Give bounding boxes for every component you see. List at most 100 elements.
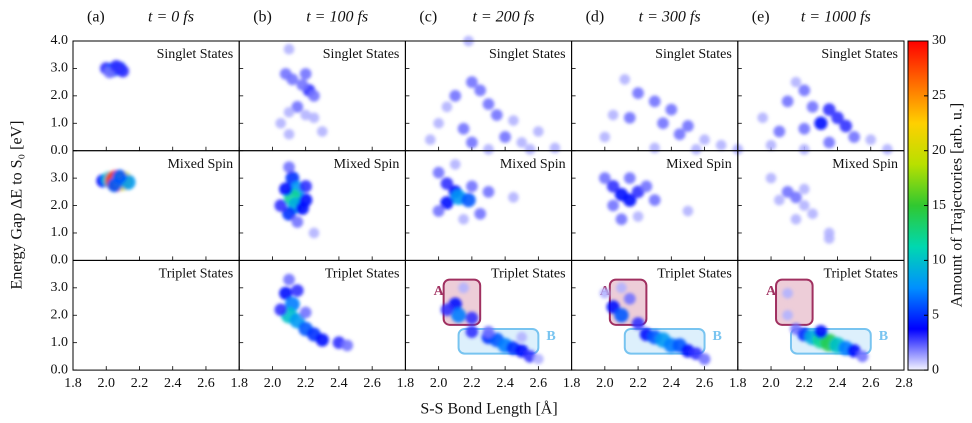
density-blob [648,95,661,108]
x-tick-label: 1.8 [729,376,747,391]
density-blob [449,90,462,102]
density-blob [474,207,487,220]
x-tick-label: 2.8 [895,376,913,391]
density-blob [299,180,312,193]
density-blob [549,142,561,154]
density [757,76,893,155]
panel [96,169,136,193]
density-blob [698,353,711,365]
density-blob [623,111,636,124]
row-name: Singlet States [655,47,732,62]
y-tick-label: 2.0 [51,307,69,322]
density-blob [440,303,454,317]
panel: AB [766,278,888,363]
x-tick-label: 2.0 [430,376,448,391]
x-tick-label: 2.6 [197,376,215,391]
density-blob [283,161,295,173]
panel-time: t = 0 fs [148,9,194,26]
panel [599,74,744,155]
density-blob [508,192,519,203]
density-blob [649,142,660,154]
density [99,59,130,79]
x-tick-label: 2.0 [596,376,614,391]
x-tick-label: 2.6 [862,376,880,391]
x-tick-label: 2.6 [696,376,714,391]
density [275,43,328,140]
density-blob [640,180,653,193]
density-blob [299,193,313,207]
x-tick-label: 2.0 [762,376,780,391]
x-tick-label: 2.4 [663,376,681,391]
density-blob [279,286,293,300]
density-blob [823,136,836,149]
density-blob [433,117,444,129]
panel [599,172,694,226]
density [782,288,869,363]
density [440,282,544,365]
density-blob [533,126,544,137]
density-blob [798,122,811,135]
density-blob [279,182,293,196]
density-blob [109,59,123,73]
density-blob [606,180,620,193]
panel-frame [737,259,905,371]
density-blob [283,107,295,118]
density-blob [441,101,453,113]
density-blob [483,144,494,155]
density-blob [623,292,636,305]
density-blob [299,68,312,80]
density-blob [274,303,288,317]
colorbar-tick-label: 0 [932,362,939,377]
density-blob [296,79,309,91]
colorbar-tick-label: 15 [932,198,946,213]
colorbar-tick-label: 5 [932,307,939,322]
panel [765,172,835,244]
density-blob [533,353,544,365]
density-blob [682,120,694,132]
density [274,161,320,239]
density-blob [482,185,495,198]
panel [757,76,893,155]
density-blob [765,139,777,151]
density-blob [831,111,844,125]
y-tick-label: 0.0 [51,362,69,377]
panel-time: t = 100 fs [306,9,368,26]
density-blob [773,125,786,138]
density-blob [274,199,288,212]
row-name: Triplet States [325,267,400,282]
y-tick-label: 2.0 [51,198,69,213]
density-blob [465,311,479,325]
density-blob [466,76,478,88]
density-blob [341,339,354,352]
density-blob [275,117,287,129]
density-blob [790,76,802,88]
density-blob [699,134,710,146]
density-blob [790,191,802,204]
y-axis-label: Energy Gap ΔE to S₀ [eV] [9,121,26,290]
density-blob [632,211,644,222]
density-blob [806,100,819,113]
density-blob [822,103,836,116]
density-blob [673,128,686,141]
density-blob [440,196,454,210]
density-blob [774,194,785,206]
x-tick-label: 1.8 [563,376,581,391]
panel [99,59,130,79]
x-tick-label: 2.2 [131,376,149,391]
density-blob [490,109,503,121]
region-label: A [766,284,777,299]
panel: AB [599,278,722,365]
row-name: Triplet States [823,267,898,282]
density-blob [690,144,702,155]
density-blob [865,134,877,146]
y-tick-label: 1.0 [51,115,69,130]
density-blob [623,193,637,207]
panel-time: t = 300 fs [639,9,701,26]
row-name: Singlet States [323,47,400,62]
density-blob [315,333,329,347]
density-blob [308,227,320,239]
density-blob [607,109,619,121]
density-blob [432,205,445,217]
region-label: B [546,329,555,344]
panel-label: (b) [253,9,272,26]
